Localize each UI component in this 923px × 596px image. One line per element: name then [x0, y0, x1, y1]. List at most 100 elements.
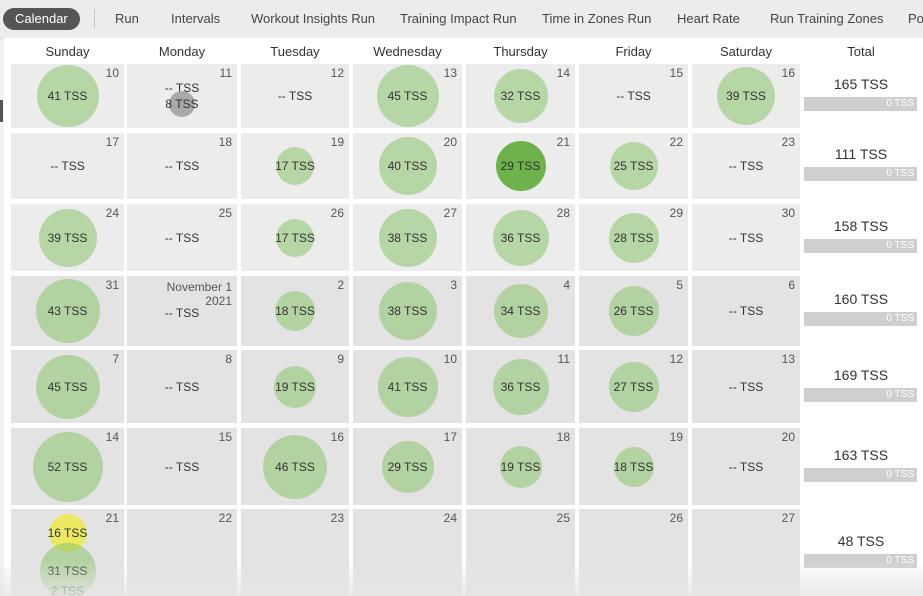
day-cell[interactable]: 27 38 TSS [353, 204, 462, 271]
day-cell[interactable]: 9 19 TSS [241, 350, 349, 423]
day-number: 12 [669, 352, 683, 366]
day-number: 4 [563, 278, 570, 292]
day-cell[interactable]: 4 34 TSS [466, 276, 575, 346]
day-cell[interactable]: 21 29 TSS [466, 133, 575, 199]
tss-bubble [381, 440, 434, 493]
day-cell[interactable]: 13 45 TSS [353, 64, 462, 128]
day-cell[interactable]: 10 41 TSS [11, 64, 124, 128]
day-cell[interactable]: 23 [241, 509, 349, 596]
day-cell[interactable]: 21 16 TSS 31 TSS 2 TSS [11, 509, 124, 596]
day-cell[interactable]: 22 25 TSS [579, 133, 688, 199]
day-cell[interactable]: 20 40 TSS [353, 133, 462, 199]
day-cell[interactable]: 11 -- TSS 8 TSS [127, 64, 237, 128]
day-cell[interactable]: 15 -- TSS [127, 428, 237, 505]
day-cell[interactable]: 16 46 TSS [241, 428, 349, 505]
day-cell[interactable]: 19 17 TSS [241, 133, 349, 199]
day-cell[interactable]: 14 32 TSS [466, 64, 575, 128]
week-total: 160 TSS [833, 291, 889, 307]
tss-bubble [378, 282, 437, 340]
day-cell[interactable]: 28 36 TSS [466, 204, 575, 271]
day-cell[interactable]: 18 19 TSS [466, 428, 575, 505]
day-number: 16 [330, 430, 344, 444]
day-header-saturday: Saturday [719, 44, 773, 59]
day-cell[interactable]: 12 27 TSS [579, 350, 688, 423]
day-cell[interactable]: 17 29 TSS [353, 428, 462, 505]
tss-label: 8 TSS [165, 97, 199, 111]
day-cell[interactable]: 16 39 TSS [692, 64, 800, 128]
day-cell[interactable]: 24 [353, 509, 462, 596]
day-cell[interactable]: 15 -- TSS [579, 64, 688, 128]
day-number: 18 [218, 135, 232, 149]
tab-run[interactable]: Run [115, 11, 139, 26]
tab-run-training-zones[interactable]: Run Training Zones [770, 11, 884, 26]
tss-label: 17 TSS [275, 230, 315, 245]
day-cell[interactable]: 29 28 TSS [579, 204, 688, 271]
day-cell[interactable]: 23 -- TSS [692, 133, 800, 199]
tss-label: -- TSS [728, 459, 764, 474]
day-cell[interactable]: 31 43 TSS [11, 276, 124, 346]
tab-intervals[interactable]: Intervals [171, 11, 221, 26]
tss-label: 31 TSS [47, 564, 88, 578]
day-number: 17 [105, 135, 119, 149]
tss-label: -- TSS [728, 159, 764, 173]
day-cell[interactable]: 13 -- TSS [692, 350, 800, 423]
day-cell[interactable]: 25 -- TSS [127, 204, 237, 271]
week-total-bar: 0 TSS [804, 97, 917, 111]
day-cell[interactable]: 7 45 TSS [11, 350, 124, 423]
tab-po[interactable]: Po [908, 11, 923, 26]
day-number: 13 [443, 66, 457, 80]
day-cell[interactable]: 25 [466, 509, 575, 596]
day-cell[interactable]: 6 -- TSS [692, 276, 800, 346]
tss-label: 40 TSS [387, 159, 428, 173]
day-cell[interactable]: 5 26 TSS [579, 276, 688, 346]
day-number: 13 [781, 352, 795, 366]
tss-label: 38 TSS [387, 230, 428, 245]
day-cell[interactable]: 8 -- TSS [127, 350, 237, 423]
tss-bubble [493, 284, 548, 338]
day-number: 27 [443, 206, 457, 220]
tss-bubble [32, 431, 103, 502]
day-cell[interactable]: 3 38 TSS [353, 276, 462, 346]
day-cell[interactable]: 18 -- TSS [127, 133, 237, 199]
week-total: 169 TSS [833, 366, 889, 383]
week-total-bar: 0 TSS [804, 387, 917, 402]
tss-bubble [35, 354, 100, 419]
tss-bubble [377, 356, 438, 417]
day-cell[interactable]: 17 -- TSS [11, 133, 124, 199]
day-cell[interactable]: 10 41 TSS [353, 350, 462, 423]
day-cell[interactable]: 11 36 TSS [466, 350, 575, 423]
tab-workout-insights-run[interactable]: Workout Insights Run [251, 11, 376, 26]
week-total: 163 TSS [833, 446, 889, 463]
day-number: 27 [781, 511, 795, 525]
day-cell[interactable]: 24 39 TSS [11, 204, 124, 271]
tss-label: 36 TSS [500, 379, 541, 394]
day-cell[interactable]: 22 [127, 509, 237, 596]
day-cell[interactable]: 30 -- TSS [692, 204, 800, 271]
tss-label: -- TSS [164, 230, 200, 245]
tab-bar: Calendar Run Intervals Workout Insights … [0, 0, 923, 39]
tab-training-impact-run[interactable]: Training Impact Run [400, 11, 517, 26]
day-cell[interactable]: 27 [692, 509, 800, 596]
tss-bubble [495, 141, 546, 191]
tss-label: -- TSS [164, 81, 200, 95]
tss-label: 19 TSS [500, 459, 541, 474]
tab-heart-rate[interactable]: Heart Rate [677, 11, 740, 26]
month-name: November 1 [166, 280, 232, 294]
day-number: 8 [225, 352, 232, 366]
day-cell[interactable]: 2 18 TSS [241, 276, 349, 346]
day-cell[interactable]: 26 17 TSS [241, 204, 349, 271]
tss-label: -- TSS [728, 304, 764, 318]
day-cell[interactable]: 12 -- TSS [241, 64, 349, 128]
tss-label: -- TSS [616, 89, 651, 103]
day-cell[interactable]: November 1 2021 -- TSS [127, 276, 237, 346]
day-cell[interactable]: 20 -- TSS [692, 428, 800, 505]
day-number: 26 [669, 511, 683, 525]
tab-time-in-zones-run[interactable]: Time in Zones Run [542, 11, 652, 26]
tab-calendar[interactable]: Calendar [3, 8, 80, 30]
day-cell[interactable]: 19 18 TSS [579, 428, 688, 505]
day-number: 29 [669, 206, 683, 220]
day-cell[interactable]: 14 52 TSS [11, 428, 124, 505]
tss-label: 43 TSS [47, 304, 88, 318]
tss-label: 34 TSS [500, 304, 541, 318]
day-cell[interactable]: 26 [579, 509, 688, 596]
